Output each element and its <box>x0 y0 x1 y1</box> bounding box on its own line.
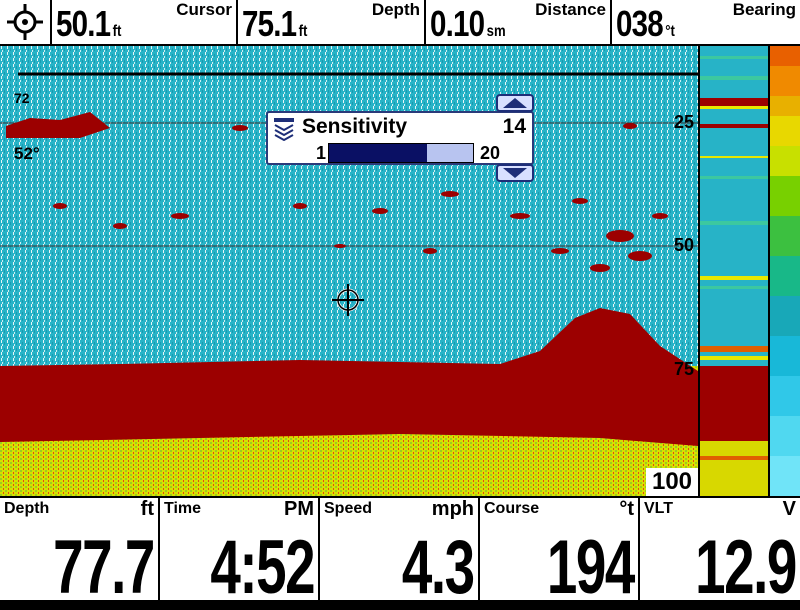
bearing-value: 038 °t <box>616 3 675 44</box>
course-cell: Course °t 194 <box>480 498 640 608</box>
bottom-status-bar: Depth ft 77.7 Time PM 4:52 Speed mph 4.3… <box>0 496 800 608</box>
flasher-bar <box>698 46 768 496</box>
decrease-button[interactable] <box>496 164 534 182</box>
distance-readout: Distance 0.10 sm <box>426 0 612 46</box>
sensitivity-dialog[interactable]: Sensitivity 14 1 20 <box>266 111 534 165</box>
sensitivity-title: Sensitivity <box>302 115 408 138</box>
depth-readout: Depth 75.1 ft <box>238 0 426 46</box>
bottom-depth-label: Depth <box>4 500 50 517</box>
depth-value: 75.1 ft <box>242 3 308 44</box>
time-value: 4:52 <box>210 525 315 610</box>
time-unit: PM <box>284 498 314 520</box>
gps-icon[interactable] <box>0 0 52 46</box>
cursor-readout: Cursor 50.1 ft <box>52 0 238 46</box>
sensitivity-max: 20 <box>480 143 501 163</box>
bottom-depth-value: 77.7 <box>53 525 155 610</box>
increase-button[interactable] <box>496 94 534 112</box>
speed-cell: Speed mph 4.3 <box>320 498 480 608</box>
cursor-label: Cursor <box>176 0 232 19</box>
voltage-value: 12.9 <box>695 525 797 610</box>
bearing-label: Bearing <box>732 0 796 19</box>
course-label: Course <box>484 500 540 517</box>
distance-value: 0.10 sm <box>430 3 506 44</box>
depth-scale-100: 100 <box>646 468 698 496</box>
surface-depth-value: 72 <box>14 90 30 106</box>
cursor-value: 50.1 ft <box>56 3 122 44</box>
up-arrow-icon <box>503 98 527 108</box>
distance-label: Distance <box>535 0 606 19</box>
sensitivity-slider-fill <box>329 144 428 162</box>
speed-unit: mph <box>431 498 474 520</box>
down-arrow-icon <box>503 168 527 178</box>
course-value: 194 <box>547 525 635 610</box>
cursor-crosshair-icon[interactable] <box>332 284 364 316</box>
sensitivity-slider[interactable] <box>328 143 474 163</box>
bottom-depth-unit: ft <box>140 498 154 520</box>
voltage-cell: VLT V 12.9 <box>640 498 800 608</box>
depth-scale-50: 50 <box>673 235 694 255</box>
time-label: Time <box>164 500 202 517</box>
voltage-unit: V <box>782 498 796 520</box>
depth-scale-75: 75 <box>673 359 694 379</box>
course-unit: °t <box>619 498 634 520</box>
time-cell: Time PM 4:52 <box>160 498 320 608</box>
speed-label: Speed <box>324 500 373 517</box>
bottom-depth-cell: Depth ft 77.7 <box>0 498 160 608</box>
sensitivity-value: 14 <box>502 115 526 138</box>
depth-scale-25: 25 <box>673 112 694 132</box>
bearing-readout: Bearing 038 °t <box>612 0 800 46</box>
speed-value: 4.3 <box>402 525 475 610</box>
sensitivity-min: 1 <box>316 143 327 163</box>
top-status-bar: Cursor 50.1 ft Depth 75.1 ft Distance 0.10… <box>0 0 800 46</box>
sensitivity-icon <box>274 118 294 141</box>
depth-label: Depth <box>371 0 420 19</box>
water-temperature: 52° <box>14 144 40 163</box>
voltage-label: VLT <box>644 500 674 517</box>
color-scale-bar <box>768 46 800 496</box>
